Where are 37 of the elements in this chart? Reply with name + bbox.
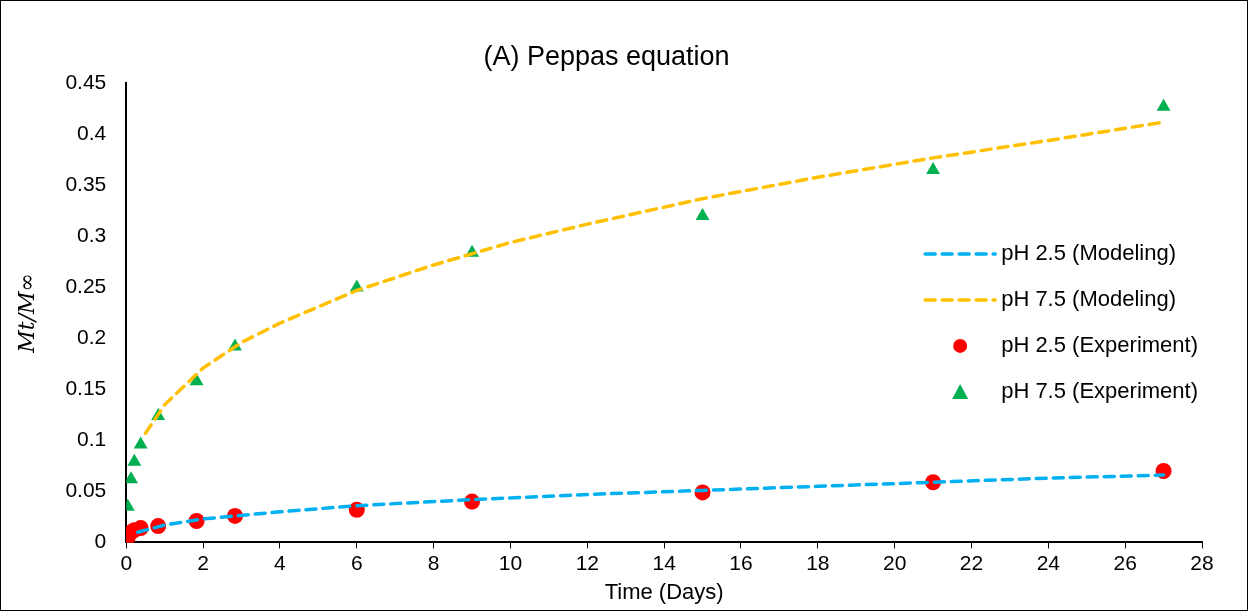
y-tick-label: 0.15: [65, 376, 107, 400]
x-tick-label: 14: [652, 550, 677, 574]
legend-label: pH 7.5 (Experiment): [1001, 377, 1199, 403]
y-tick-label: 0.05: [65, 478, 107, 502]
x-axis-title: Time (Days): [604, 578, 724, 604]
legend-label: pH 2.5 (Modeling): [1001, 239, 1177, 265]
chart-title: (A) Peppas equation: [483, 40, 730, 71]
point: [926, 162, 940, 175]
y-tick-label: 0.2: [77, 325, 107, 349]
y-tick-label: 0: [94, 529, 107, 553]
x-tick-label: 4: [274, 550, 287, 574]
y-tick-label: 0.45: [65, 70, 107, 94]
y-tick-label: 0.3: [77, 223, 107, 247]
x-tick-label: 6: [350, 550, 363, 574]
y-axis-title: Mt/M∞: [13, 273, 39, 354]
point: [1156, 98, 1171, 111]
point: [695, 208, 710, 220]
point: [133, 436, 148, 449]
x-tick-label: 18: [806, 550, 830, 574]
x-tick-label: 12: [575, 550, 599, 574]
x-tick-label: 16: [729, 550, 753, 574]
y-tick-label: 0.1: [77, 427, 107, 451]
y-tick-label: 0.25: [65, 274, 107, 298]
x-tick-label: 28: [1190, 550, 1214, 574]
legend-label: pH 7.5 (Modeling): [1001, 285, 1177, 311]
x-tick-label: 0: [120, 550, 133, 574]
x-tick-label: 2: [197, 550, 209, 574]
legend-label: pH 2.5 (Experiment): [1001, 331, 1199, 357]
x-tick-label: 22: [959, 550, 984, 574]
x-tick-label: 10: [498, 550, 523, 574]
y-tick-label: 0.4: [77, 121, 107, 145]
y-tick-label: 0.35: [65, 172, 107, 196]
point: [127, 453, 142, 466]
x-tick-label: 20: [882, 550, 907, 574]
x-tick-label: 24: [1036, 550, 1061, 574]
x-tick-label: 26: [1113, 550, 1137, 574]
x-tick-label: 8: [427, 550, 440, 574]
